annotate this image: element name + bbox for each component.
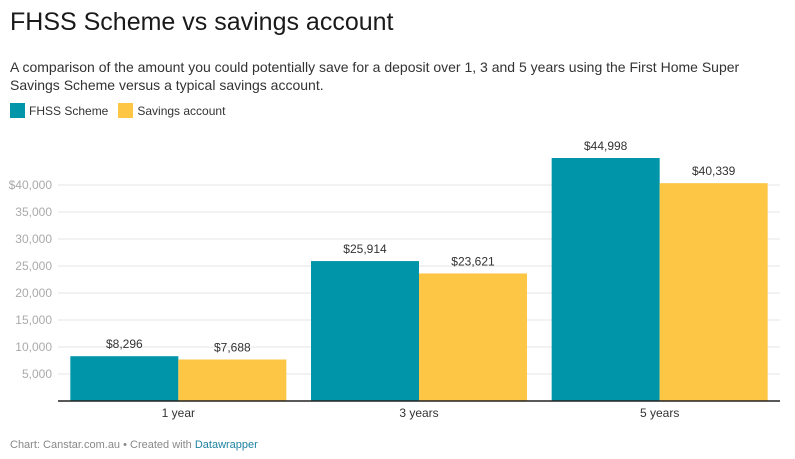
y-tick-label: 15,000 — [15, 313, 52, 327]
footer-source: Chart: Canstar.com.au • Created with — [10, 439, 195, 451]
footer: Chart: Canstar.com.au • Created with Dat… — [10, 439, 258, 451]
x-tick-label: 3 years — [399, 406, 438, 420]
data-label: $7,688 — [214, 340, 251, 354]
x-tick-label: 1 year — [162, 406, 195, 420]
bar — [311, 261, 419, 401]
bar — [659, 183, 768, 401]
data-label: $23,621 — [451, 254, 495, 268]
y-tick-label: 5,000 — [22, 367, 52, 381]
bar — [178, 359, 287, 401]
bar — [70, 356, 179, 401]
data-label: $40,339 — [692, 164, 736, 178]
y-tick-label: 20,000 — [15, 286, 52, 300]
bar — [551, 158, 660, 401]
legend: FHSS Scheme Savings account — [10, 103, 225, 118]
datawrapper-link[interactable]: Datawrapper — [194, 439, 258, 451]
y-tick-label: 35,000 — [15, 205, 52, 219]
legend-item-fhss: FHSS Scheme — [10, 103, 108, 118]
legend-swatch — [118, 103, 134, 118]
y-tick-label: $40,000 — [9, 178, 53, 192]
chart-description: A comparison of the amount you could pot… — [10, 59, 740, 93]
data-label: $25,914 — [343, 242, 387, 256]
legend-label: Savings account — [137, 103, 226, 118]
legend-label: FHSS Scheme — [29, 103, 109, 118]
y-tick-label: 10,000 — [15, 340, 52, 354]
legend-item-savings: Savings account — [118, 103, 225, 118]
y-tick-label: 30,000 — [15, 232, 52, 246]
data-label: $44,998 — [584, 139, 628, 153]
data-label: $8,296 — [106, 337, 143, 351]
legend-swatch — [10, 103, 25, 118]
y-tick-label: 25,000 — [15, 259, 52, 273]
bar — [419, 273, 527, 401]
x-tick-label: 5 years — [640, 406, 679, 420]
chart-title: FHSS Scheme vs savings account — [10, 8, 394, 36]
